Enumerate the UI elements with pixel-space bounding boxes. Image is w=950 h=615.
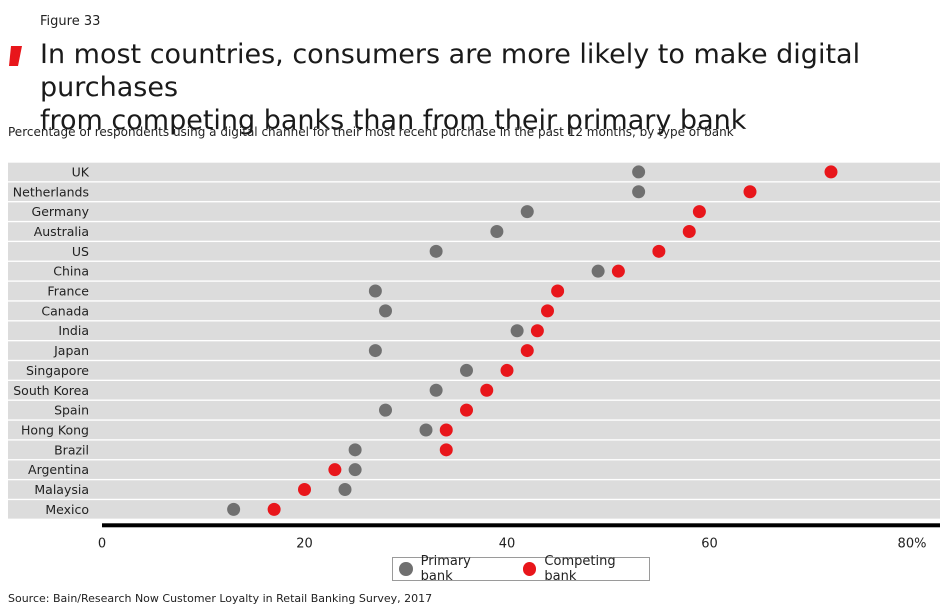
primary-bank-dot	[368, 344, 382, 358]
row-band-china	[8, 261, 940, 281]
primary-bank-dot	[591, 264, 605, 278]
row-band-france	[8, 281, 940, 301]
category-label: Japan	[53, 343, 89, 358]
competing-bank-dot	[439, 443, 453, 457]
competing-bank-dot	[460, 403, 473, 417]
legend: Primary bank Competing bank	[392, 554, 650, 584]
x-tick-label: 20	[296, 536, 313, 551]
row-band-brazil	[8, 440, 940, 460]
row-band-hong-kong	[8, 420, 940, 440]
legend-competing-label: Competing bank	[544, 554, 616, 584]
primary-bank-dot	[227, 502, 241, 516]
competing-bank-dot	[298, 483, 311, 497]
row-band-singapore	[8, 361, 940, 380]
competing-bank-dot	[743, 185, 757, 199]
category-label: Netherlands	[13, 184, 89, 199]
category-label: Mexico	[45, 502, 89, 517]
competing-bank-dot	[439, 423, 453, 437]
source-note: Source: Bain/Research Now Customer Loyal…	[8, 592, 433, 605]
primary-bank-dot	[419, 423, 433, 437]
row-band-malaysia	[8, 480, 940, 499]
legend-competing-dot	[522, 562, 537, 576]
competing-bank-dot	[611, 264, 625, 278]
primary-bank-dot	[429, 244, 443, 258]
competing-bank-dot	[551, 284, 565, 298]
category-label: Singapore	[26, 363, 89, 378]
row-band-netherlands	[8, 182, 940, 202]
competing-bank-dot	[520, 344, 534, 358]
primary-bank-dot	[348, 463, 362, 477]
competing-bank-dot	[652, 244, 666, 258]
competing-bank-dot	[500, 363, 514, 377]
row-band-japan	[8, 341, 940, 360]
legend-primary-label: Primary bank	[420, 554, 471, 584]
title-line-2: from competing banks than from their pri…	[40, 105, 747, 136]
x-tick-label: 60	[701, 536, 718, 551]
row-band-canada	[8, 301, 940, 321]
title-line-1: In most countries, consumers are more li…	[40, 39, 861, 103]
primary-bank-dot	[379, 304, 392, 318]
x-tick-label: 0	[98, 536, 106, 551]
category-label: Australia	[34, 224, 89, 239]
figure-label: Figure 33	[40, 14, 101, 29]
category-label: Spain	[54, 403, 89, 418]
primary-bank-dot	[520, 205, 534, 219]
primary-bank-dot	[429, 383, 443, 397]
row-band-india	[8, 321, 940, 340]
category-label: South Korea	[13, 383, 89, 398]
category-label: UK	[72, 164, 90, 179]
competing-bank-dot	[530, 324, 544, 338]
row-band-mexico	[8, 500, 940, 519]
primary-bank-dot	[379, 403, 392, 417]
legend-primary-dot	[399, 562, 413, 576]
primary-bank-dot	[632, 185, 646, 199]
category-label: Canada	[41, 303, 89, 318]
title-accent-mark	[9, 46, 22, 66]
legend-item-competing: Competing bank	[517, 554, 649, 584]
chart-title: In most countries, consumers are more li…	[40, 38, 940, 137]
competing-bank-dot	[267, 502, 281, 516]
chart-subtitle: Percentage of respondents using a digita…	[8, 125, 734, 139]
competing-bank-dot	[692, 205, 706, 219]
category-label: India	[58, 323, 89, 338]
category-label: China	[53, 264, 89, 279]
row-band-germany	[8, 202, 940, 221]
primary-bank-dot	[632, 165, 646, 179]
dot-plot-chart: UK Netherlands Germany Australia US China Fran…	[8, 162, 940, 551]
row-band-spain	[8, 400, 940, 420]
row-band-us	[8, 242, 940, 261]
row-band-south-korea	[8, 381, 940, 400]
row-band-australia	[8, 222, 940, 241]
category-label: Malaysia	[34, 482, 89, 497]
x-tick-label: 40	[499, 536, 516, 551]
category-label: Argentina	[28, 462, 89, 477]
row-band-argentina	[8, 460, 940, 479]
primary-bank-dot	[490, 224, 504, 238]
competing-bank-dot	[328, 463, 342, 477]
primary-bank-dot	[460, 363, 473, 377]
category-label: Hong Kong	[21, 422, 89, 437]
row-band-uk	[8, 162, 940, 182]
competing-bank-dot	[541, 304, 554, 318]
x-tick-label: 80%	[898, 536, 927, 551]
primary-bank-dot	[510, 324, 524, 338]
category-label: US	[72, 244, 89, 259]
primary-bank-dot	[348, 443, 362, 457]
x-axis-line	[102, 523, 940, 528]
primary-bank-dot	[338, 483, 352, 497]
competing-bank-dot	[682, 224, 696, 238]
competing-bank-dot	[480, 383, 494, 397]
competing-bank-dot	[824, 165, 838, 179]
category-label: France	[47, 284, 89, 299]
legend-item-primary: Primary bank	[393, 554, 505, 584]
primary-bank-dot	[368, 284, 382, 298]
category-label: Germany	[32, 204, 90, 219]
category-label: Brazil	[54, 442, 89, 457]
